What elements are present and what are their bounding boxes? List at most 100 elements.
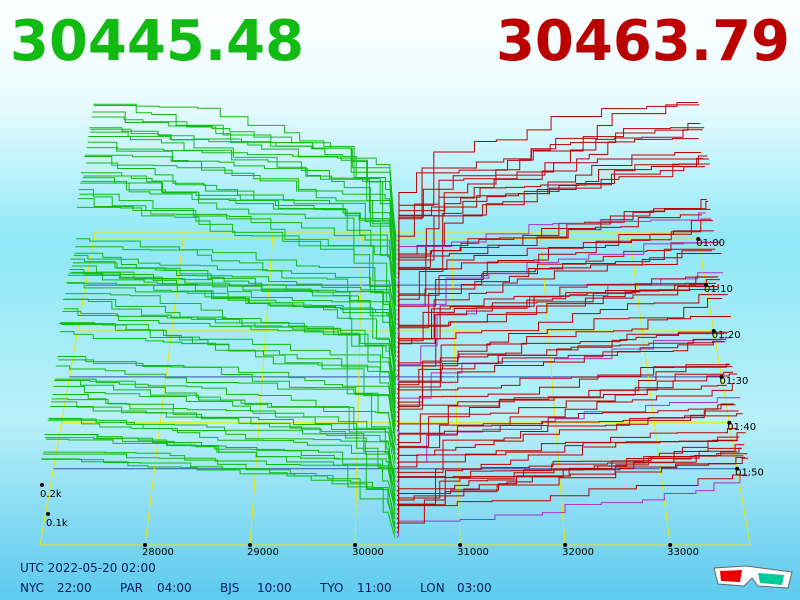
time-tick xyxy=(711,328,716,333)
axis-labels: 01:00 01:10 01:20 01:30 01:40 01:50 28000 29000… xyxy=(40,237,764,558)
bid-depth-line xyxy=(64,298,396,404)
price-tick-label: 32000 xyxy=(562,547,594,558)
bid-depth-line xyxy=(54,378,396,460)
price-grid-line xyxy=(450,231,461,546)
price-tick-label: 28000 xyxy=(142,547,174,558)
bid-depth-line xyxy=(48,417,396,497)
ask-depth-line xyxy=(397,220,713,325)
price-tick-label: 29000 xyxy=(247,547,279,558)
price-grid-line xyxy=(354,231,363,546)
ask-depth-line xyxy=(397,242,715,335)
world-clocks: NYC 22:00 PAR 04:00 BJS 10:00 TYO 11:00 LON 03:00 xyxy=(20,581,492,595)
bid-depth-line xyxy=(75,246,397,344)
time-tick-label: 01:10 xyxy=(704,284,733,295)
ask-depth-line xyxy=(397,104,700,247)
clock-city: NYC xyxy=(20,581,44,595)
price-tick xyxy=(353,543,358,547)
clock-time: 04:00 xyxy=(157,581,192,595)
ask-depth-line xyxy=(396,427,737,464)
bid-depth-line xyxy=(80,182,397,316)
bid-depth-line xyxy=(53,385,396,469)
ask-depth-line xyxy=(397,341,726,400)
ask-depth-line xyxy=(397,297,723,381)
bid-depth-line xyxy=(63,308,396,409)
bid-depth-line xyxy=(73,254,397,353)
ask-depth-line xyxy=(396,363,730,423)
price-grid-line xyxy=(249,231,274,546)
ask-depth-line xyxy=(396,439,738,474)
bid-depth-line xyxy=(92,111,397,246)
ask-depth-line xyxy=(396,455,744,506)
bid-depth-line xyxy=(69,269,397,376)
bid-depth-line xyxy=(94,105,397,237)
bid-depth-line xyxy=(41,458,396,534)
bid-depth-line xyxy=(51,398,396,478)
price-tick xyxy=(668,543,673,547)
3d-glasses-icon[interactable] xyxy=(713,565,793,589)
ask-depth-line xyxy=(396,410,739,478)
ask-price: 30463.79 xyxy=(496,9,790,74)
bid-depth-line xyxy=(42,453,396,529)
depth-tick xyxy=(40,483,44,487)
time-tick xyxy=(727,420,732,425)
ask-depth-line xyxy=(397,158,704,270)
bid-depth-line xyxy=(80,172,397,311)
time-tick-label: 01:00 xyxy=(696,238,725,249)
bid-depth-line xyxy=(43,451,396,525)
ask-depth-line xyxy=(397,250,713,321)
bid-depth-line xyxy=(81,180,397,307)
ask-depth-line xyxy=(396,475,749,539)
bid-depth-line xyxy=(71,271,397,367)
bid-depth-line xyxy=(63,299,396,413)
ask-depth-line xyxy=(397,241,721,372)
ask-depth-line xyxy=(397,341,724,390)
time-tick-label: 01:40 xyxy=(727,422,756,433)
ask-depth-line xyxy=(397,199,707,288)
bid-depth-line xyxy=(52,393,396,473)
ask-depth-line xyxy=(396,373,738,469)
time-tick xyxy=(703,283,708,288)
ask-depth-line xyxy=(397,166,706,279)
bid-depth-line xyxy=(87,141,397,274)
clock-city: LON xyxy=(420,581,445,595)
depth-tick-label: 0.2k xyxy=(40,489,62,500)
bid-depth-line xyxy=(86,147,397,279)
ask-depth-line xyxy=(396,403,735,451)
ask-depth-line xyxy=(396,337,732,437)
price-grid-line xyxy=(539,231,566,546)
bid-depth-line xyxy=(56,379,396,450)
bid-depth-line xyxy=(84,155,397,293)
ask-depth-line xyxy=(397,331,725,395)
clock-city: BJS xyxy=(220,581,239,595)
time-tick xyxy=(719,374,724,379)
bid-depth-line xyxy=(78,189,397,325)
bid-depth-line xyxy=(77,198,397,330)
utc-time: UTC 2022-05-20 02:00 xyxy=(20,561,156,575)
clock-city: TYO xyxy=(319,581,343,595)
bid-depth-line xyxy=(89,131,397,260)
ask-depth-line xyxy=(397,212,706,284)
time-tick xyxy=(696,237,701,242)
ask-depth-line xyxy=(397,272,724,386)
ask-depth-line xyxy=(396,331,729,418)
bid-depth-line xyxy=(61,323,396,422)
clock-time: 22:00 xyxy=(57,581,92,595)
bid-depth-line xyxy=(60,322,396,427)
ask-depth-line xyxy=(397,129,703,265)
price-tick-label: 31000 xyxy=(457,547,489,558)
bid-depth-line xyxy=(55,365,396,455)
bid-depth-line xyxy=(74,252,397,348)
ask-depth-line xyxy=(396,474,747,525)
bid-depth-line xyxy=(93,103,397,242)
time-tick-label: 01:20 xyxy=(712,330,741,341)
bid-depth-line xyxy=(79,193,397,321)
ask-depth-line xyxy=(396,447,742,492)
ask-depth-line xyxy=(397,230,714,330)
bid-depth-line xyxy=(67,282,396,390)
clock-city: PAR xyxy=(120,581,143,595)
clock-time: 03:00 xyxy=(457,581,492,595)
price-tick xyxy=(248,543,253,547)
depth-tick xyxy=(46,512,50,516)
price-tick xyxy=(458,543,463,547)
